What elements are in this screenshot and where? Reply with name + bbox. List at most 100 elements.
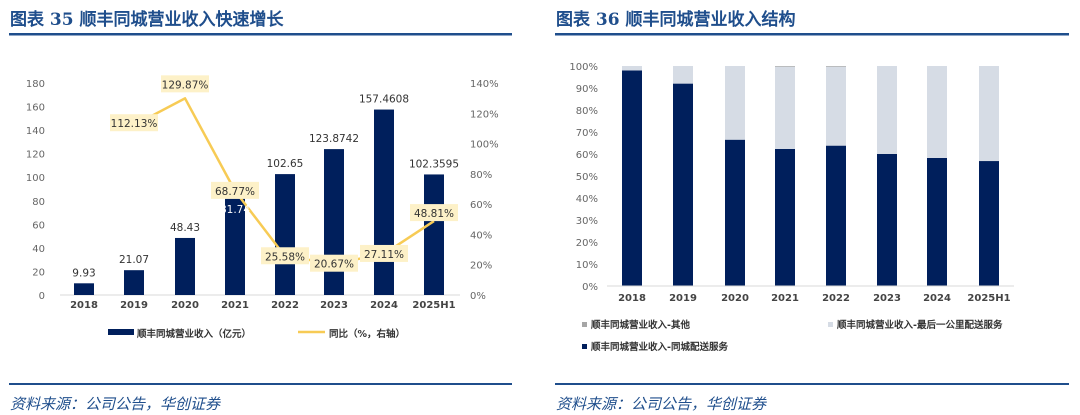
revenue-bar xyxy=(374,109,394,295)
stack-segment xyxy=(927,66,947,158)
legend-swatch xyxy=(828,322,833,327)
revenue-bar xyxy=(225,198,245,295)
x-category-label: 2018 xyxy=(70,300,98,311)
x-category-label: 2025H1 xyxy=(967,293,1010,304)
x-category-label: 2022 xyxy=(271,300,299,311)
yoy-data-label: 112.13% xyxy=(111,118,158,130)
revenue-data-label: 81.74 xyxy=(220,204,250,216)
left-y-tick: 180 xyxy=(26,79,45,90)
revenue-structure-chart: 0% 10% 20% 30% 40% 50% 60% 70% 80% 90% 100% 2018 201… xyxy=(569,62,1014,353)
stack-segment xyxy=(725,139,745,286)
x-category-label: 2024 xyxy=(923,293,951,304)
x-category-label: 2019 xyxy=(120,300,148,311)
revenue-bar xyxy=(175,237,195,295)
stack-segment xyxy=(622,66,642,71)
stack-segment xyxy=(826,145,846,286)
stack-segment xyxy=(775,66,795,67)
x-category-label: 2019 xyxy=(669,293,697,304)
stack-segment xyxy=(775,66,795,149)
stack-segment xyxy=(622,70,642,287)
y-tick: 0% xyxy=(582,282,598,293)
stack-segment xyxy=(979,161,999,286)
stack-segment xyxy=(826,66,846,146)
left-title-rule xyxy=(9,33,512,36)
legend-label: 顺丰同城营业收入-其他 xyxy=(591,319,690,331)
revenue-data-label: 102.3595 xyxy=(409,158,459,170)
stack-segment xyxy=(927,157,947,286)
right-y-tick: 100% xyxy=(470,140,499,151)
right-y-tick: 80% xyxy=(470,170,492,181)
left-footer-rule xyxy=(9,383,512,385)
x-category-label: 2023 xyxy=(873,293,901,304)
right-y-tick: 120% xyxy=(470,109,499,120)
x-category-label: 2020 xyxy=(171,300,199,311)
legend-label-yoy: 同比（%，右轴） xyxy=(329,328,405,340)
legend-swatch-revenue xyxy=(108,329,134,335)
revenue-data-label: 102.65 xyxy=(267,158,304,170)
yoy-label-box xyxy=(261,247,309,265)
left-y-tick: 20 xyxy=(32,267,45,278)
stack-segment xyxy=(673,66,693,84)
x-category-label: 2023 xyxy=(320,300,348,311)
x-category-label: 2022 xyxy=(822,293,850,304)
yoy-data-label: 129.87% xyxy=(162,79,209,91)
right-y-tick: 0% xyxy=(470,291,486,302)
legend-swatch xyxy=(582,322,587,327)
left-y-tick: 160 xyxy=(26,103,45,114)
stack-segment xyxy=(775,148,795,286)
yoy-label-box xyxy=(410,204,458,222)
x-category-label: 2021 xyxy=(221,300,249,311)
y-tick: 70% xyxy=(576,128,598,139)
legend-label: 顺丰同城营业收入-最后一公里配送服务 xyxy=(837,319,1003,331)
revenue-data-label: 123.8742 xyxy=(309,133,359,145)
yoy-label-box xyxy=(161,75,209,93)
revenue-bar xyxy=(275,174,295,295)
y-tick: 20% xyxy=(576,238,598,249)
yoy-label-box xyxy=(211,181,259,199)
left-y-tick: 80 xyxy=(32,197,45,208)
left-y-tick: 0 xyxy=(39,291,45,302)
yoy-label-box xyxy=(110,114,158,132)
yoy-data-label: 68.77% xyxy=(215,186,255,198)
yoy-data-label: 48.81% xyxy=(414,208,454,220)
left-y-tick: 60 xyxy=(32,220,45,231)
y-tick: 10% xyxy=(576,260,598,271)
left-y-tick: 100 xyxy=(26,173,45,184)
right-y-tick: 140% xyxy=(470,79,499,90)
revenue-data-label: 48.43 xyxy=(170,222,200,234)
revenue-data-label: 157.4608 xyxy=(359,94,409,106)
right-y-tick: 20% xyxy=(470,261,492,272)
x-category-label: 2025H1 xyxy=(412,300,455,311)
right-source-note: 资料来源：公司公告，华创证券 xyxy=(556,395,767,413)
left-y-tick: 40 xyxy=(32,244,45,255)
right-footer-rule xyxy=(555,383,1069,385)
stack-segment xyxy=(877,154,897,286)
revenue-bar xyxy=(124,270,144,295)
revenue-bar xyxy=(324,149,344,295)
y-tick: 80% xyxy=(576,106,598,117)
yoy-data-label: 27.11% xyxy=(364,249,404,261)
right-title-rule xyxy=(555,33,1069,36)
y-tick: 60% xyxy=(576,150,598,161)
right-y-tick: 60% xyxy=(470,200,492,211)
x-category-label: 2024 xyxy=(370,300,398,311)
revenue-growth-chart: 0 20 40 60 80 100 120 140 160 180 0% 20% 40% 60% 80% 10… xyxy=(26,75,499,340)
left-y-tick: 140 xyxy=(26,126,45,137)
x-category-label: 2021 xyxy=(771,293,799,304)
y-tick: 50% xyxy=(576,172,598,183)
legend-label-revenue: 顺丰同城营业收入（亿元） xyxy=(137,328,251,340)
y-tick: 100% xyxy=(569,62,598,73)
legend-label: 顺丰同城营业收入-同城配送服务 xyxy=(591,341,728,353)
yoy-data-label: 20.67% xyxy=(314,259,354,271)
left-figure-title: 图表 35 顺丰同城营业收入快速增长 xyxy=(10,9,284,30)
yoy-label-box xyxy=(360,244,408,262)
revenue-data-label: 9.93 xyxy=(72,267,95,279)
left-y-tick: 120 xyxy=(26,150,45,161)
revenue-bar xyxy=(424,174,444,295)
x-category-label: 2018 xyxy=(618,293,646,304)
yoy-label-box xyxy=(310,254,358,272)
stack-segment xyxy=(826,66,846,67)
y-tick: 90% xyxy=(576,84,598,95)
right-y-tick: 40% xyxy=(470,230,492,241)
